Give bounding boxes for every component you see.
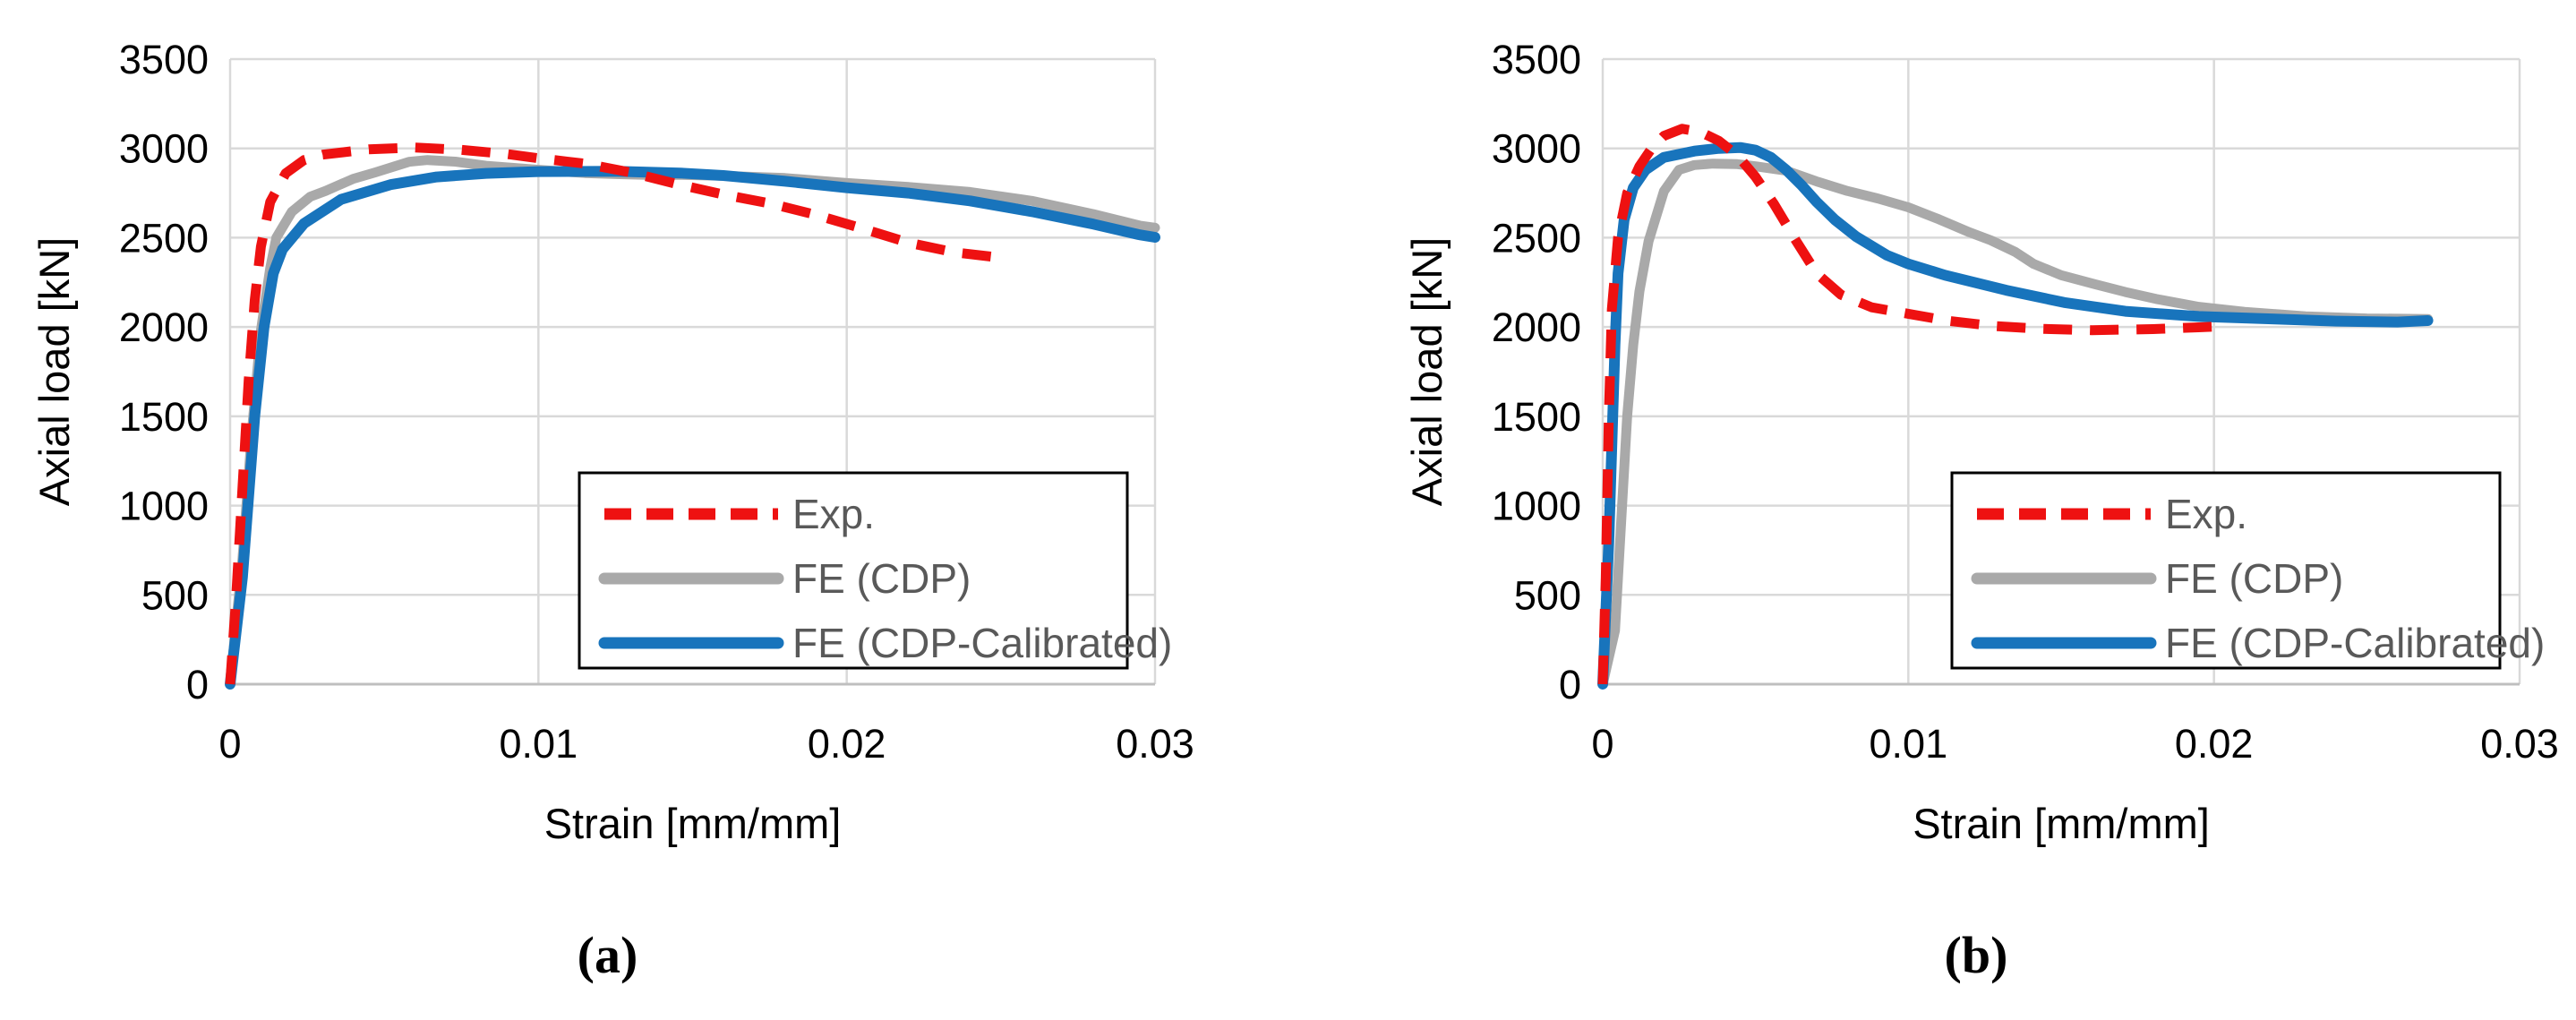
y-tick-label: 3500: [119, 37, 209, 82]
x-tick-label: 0: [1591, 721, 1613, 767]
y-axis-title: Axial load [kN]: [1403, 237, 1451, 506]
panel-caption: (b): [1945, 926, 2008, 984]
x-tick-label: 0.03: [2480, 721, 2559, 767]
chart-panel-a: 0 500 1000 1500 2000 2500 3000 3500 0 0.01 0.02 0.0…: [30, 37, 1194, 984]
legend-label-fe-cdp-calibrated: FE (CDP-Calibrated): [2165, 620, 2545, 666]
legend-label-exp: Exp.: [2165, 491, 2247, 537]
y-tick-label: 3000: [1492, 126, 1581, 172]
legend-label-fe-cdp-calibrated: FE (CDP-Calibrated): [792, 620, 1172, 666]
y-tick-label: 2500: [119, 215, 209, 261]
legend-box: [578, 471, 1129, 670]
legend-box: [1950, 471, 2502, 670]
y-tick-label: 1500: [1492, 394, 1581, 440]
y-tick-label: 2000: [1492, 304, 1581, 350]
legend-label-fe-cdp: FE (CDP): [792, 555, 971, 602]
x-tick-label: 0.01: [1870, 721, 1948, 767]
y-axis-title: Axial load [kN]: [30, 237, 78, 506]
y-tick-label: 500: [1514, 572, 1581, 618]
y-tick-label: 1000: [1492, 484, 1581, 529]
y-tick-label: 0: [1559, 662, 1581, 707]
x-tick-label: 0.03: [1116, 721, 1194, 767]
series-exp-line: [1597, 124, 2229, 685]
y-tick-label: 1000: [119, 484, 209, 529]
y-tick-label: 3500: [1492, 37, 1581, 82]
x-tick-label: 0: [218, 721, 241, 767]
chart-a: 0 500 1000 1500 2000 2500 3000 3500 0 0.01 0.02 0.0…: [30, 37, 1194, 984]
series-fe-cdp-line: [1597, 159, 2434, 690]
legend-label-exp: Exp.: [792, 491, 875, 537]
legend-label-fe-cdp: FE (CDP): [2165, 555, 2343, 602]
x-axis-title: Strain [mm/mm]: [544, 800, 842, 847]
y-tick-label: 500: [141, 572, 209, 618]
series-fe-cdp-line: [225, 155, 1160, 690]
chart-panel-b: 0 500 1000 1500 2000 2500 3000 3500 0 0.01 0.02 0.0…: [1288, 0, 2575, 1020]
y-tick-label: 2500: [1492, 215, 1581, 261]
x-tick-label: 0.02: [808, 721, 886, 767]
y-tick-label: 1500: [119, 394, 209, 440]
x-axis-title: Strain [mm/mm]: [1913, 800, 2210, 847]
panel-caption: (a): [578, 926, 638, 984]
y-tick-label: 3000: [119, 126, 209, 172]
series-fe-cdp-calibrated-line: [225, 166, 1160, 690]
chart-b: 0 500 1000 1500 2000 2500 3000 3500 0 0.01 0.02 0.0…: [1403, 37, 2559, 984]
y-tick-label: 0: [186, 662, 209, 707]
x-tick-label: 0.01: [500, 721, 578, 767]
y-tick-label: 2000: [119, 304, 209, 350]
series-exp-line: [225, 142, 996, 685]
x-tick-label: 0.02: [2175, 721, 2254, 767]
